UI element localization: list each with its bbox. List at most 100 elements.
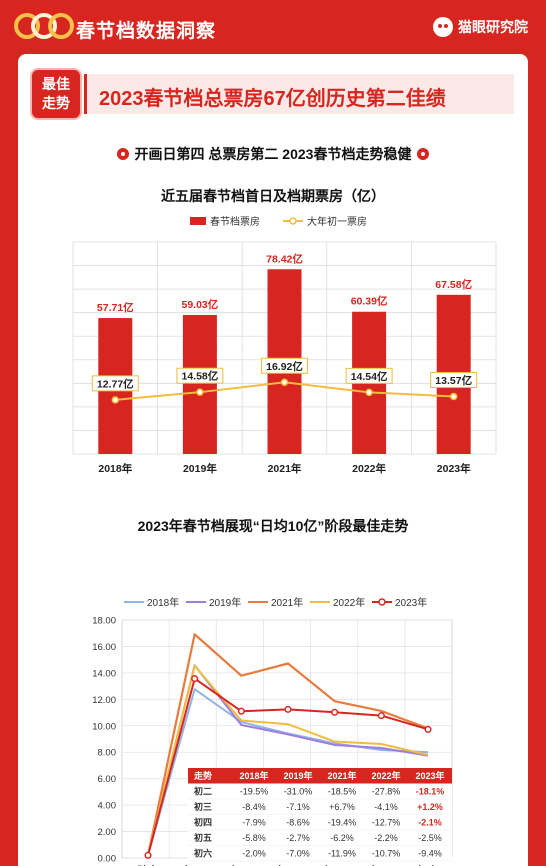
first-day-marker (196, 388, 204, 396)
x-tick-label: 初二 (231, 864, 252, 866)
table-cell: -10.7% (372, 849, 401, 859)
flower-icon (417, 148, 430, 160)
best-trend-badge: 最佳 走势 (32, 70, 80, 118)
first-day-label-box (91, 375, 139, 392)
bar-value-label: 60.39亿 (351, 295, 388, 308)
x-tick-label: 2023年 (437, 462, 471, 475)
first-day-label: 14.58亿 (182, 370, 219, 383)
first-day-marker (280, 378, 289, 387)
subtitle: 开画日第四 总票房第二 2023春节档走势稳健 (18, 144, 528, 164)
2023-logo-icon (14, 13, 74, 39)
first-day-marker (365, 388, 373, 397)
y-tick-label: 10.00 (92, 721, 116, 732)
table-cell: -5.8% (242, 833, 266, 843)
content-card: 最佳 走势 2023春节档总票房67亿创历史第二佳绩 开画日第四 总票房第二 2… (18, 54, 528, 866)
headline: 2023春节档总票房67亿创历史第二佳绩 (99, 88, 446, 110)
x-tick-label: 2022年 (352, 462, 386, 475)
subtitle-text: 开画日第四 总票房第二 2023春节档走势稳健 (134, 146, 412, 162)
y-tick-label: 0.00 (98, 854, 117, 865)
table-cell: +6.7% (329, 802, 355, 812)
bar-2019年 (182, 314, 217, 454)
x-tick-label: 初三 (278, 864, 299, 866)
table-cell: -6.2% (330, 833, 354, 843)
line-chart-title: 2023年春节档展现“日均10亿”阶段最佳走势 (137, 518, 409, 534)
legend-label: 2018年 (147, 596, 179, 609)
first-day-marker (449, 392, 458, 401)
table-cell: 初三 (194, 801, 212, 812)
first-day-label-box (345, 367, 393, 384)
x-tick-label: 除夕 (138, 864, 159, 866)
table-cell: -31.0% (284, 787, 313, 797)
institute-name: 猫眼研究院 (458, 19, 528, 35)
bar-value-label: 57.71亿 (97, 301, 134, 314)
table-cell: 初六 (194, 848, 212, 859)
table-cell: -18.1% (416, 787, 445, 797)
table-cell: -8.4% (242, 802, 266, 812)
x-tick-label: 2021年 (268, 462, 302, 475)
table-cell: -19.5% (240, 787, 269, 797)
table-cell: -9.4% (418, 849, 442, 859)
table-cell: -2.1% (418, 818, 442, 828)
headline-bar: 2023春节档总票房67亿创历史第二佳绩 (84, 74, 514, 114)
table-header-cell: 2022年 (371, 770, 400, 781)
table-cell: -18.5% (328, 787, 357, 797)
table-cell: -19.4% (328, 818, 357, 828)
badge-line-2: 走势 (42, 95, 70, 111)
table-cell: -2.7% (286, 833, 310, 843)
table-cell: 初四 (194, 817, 212, 828)
series-marker-2023 (191, 675, 199, 683)
series-marker-2023 (331, 708, 339, 716)
table-cell: -7.0% (286, 849, 310, 859)
y-tick-label: 6.00 (98, 774, 117, 785)
table-cell: 初五 (194, 832, 212, 843)
table-cell: -7.9% (242, 818, 266, 828)
table-header-cell: 2021年 (327, 770, 356, 781)
y-tick-label: 18.00 (92, 616, 116, 627)
trend-table-header-bg (188, 768, 452, 784)
legend-line-label: 大年初一票房 (307, 215, 367, 228)
table-cell: -7.1% (286, 802, 310, 812)
legend-bar-swatch (190, 217, 206, 225)
box-office-bar-chart: 春节档票房 大年初一票房 57.71亿 59.03亿 78.42亿 60.39亿 67.58… (72, 215, 497, 475)
bar-value-label: 78.42亿 (266, 252, 303, 265)
series-line-2022年 (147, 664, 429, 856)
x-tick-label: 2018年 (98, 462, 132, 475)
legend-bar-label: 春节档票房 (210, 215, 260, 228)
cat-eye-icon (433, 17, 453, 37)
first-day-label: 14.54亿 (351, 370, 388, 383)
table-cell: -2.2% (374, 833, 398, 843)
legend-marker (378, 598, 386, 606)
table-header-cell: 2023年 (415, 770, 444, 781)
first-day-label-box (430, 371, 478, 388)
bar-value-label: 67.58亿 (435, 278, 472, 291)
table-header-cell: 走势 (193, 770, 212, 781)
series-line-2021年 (146, 633, 429, 856)
x-tick-label: 初一 (184, 864, 205, 866)
y-tick-label: 12.00 (92, 695, 116, 706)
x-tick-label: 2019年 (183, 462, 217, 475)
y-tick-label: 8.00 (98, 748, 117, 759)
first-day-label: 16.92亿 (266, 360, 303, 373)
series-marker-2023 (424, 725, 432, 733)
y-tick-label: 14.00 (92, 668, 116, 679)
flower-icon (116, 148, 129, 160)
first-day-label: 12.77亿 (97, 377, 134, 390)
bar-chart-title: 近五届春节档首日及档期票房（亿） (161, 188, 385, 204)
badge-line-1: 最佳 (42, 76, 70, 92)
y-tick-label: 16.00 (92, 642, 116, 653)
top-banner: 春节档数据洞察 猫眼研究院 (0, 0, 546, 52)
daily-trend-line-chart: 2018年 2019年 2021年 2022年 2023年 0.00 2.00 4.00 6.0… (92, 596, 453, 866)
series-marker-2023 (284, 705, 292, 713)
table-cell: +1.2% (417, 802, 443, 812)
first-day-marker (111, 396, 120, 404)
table-cell: -4.1% (374, 802, 398, 812)
legend-line-marker (289, 217, 297, 225)
table-cell: -2.0% (242, 849, 266, 859)
table-cell: -2.5% (418, 833, 442, 843)
x-tick-label: 初四 (324, 864, 345, 866)
legend-label: 2021年 (271, 596, 303, 609)
legend-label: 2022年 (333, 596, 365, 609)
bar-value-label: 59.03亿 (182, 298, 219, 311)
table-cell: -27.8% (372, 787, 401, 797)
table-cell: -11.9% (328, 849, 356, 859)
